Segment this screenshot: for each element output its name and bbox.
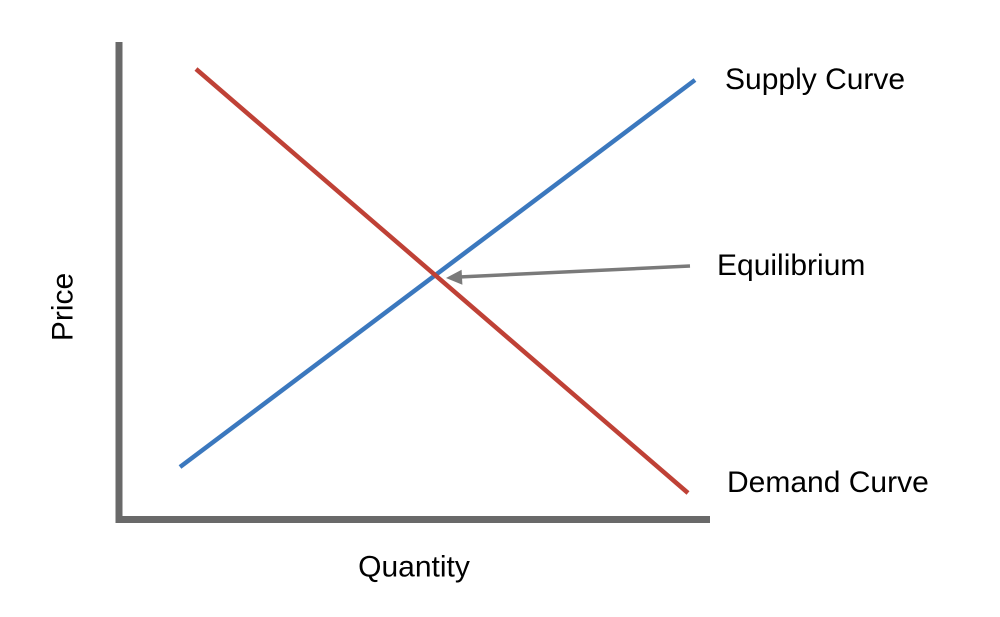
- x-axis-label: Quantity: [358, 550, 470, 584]
- demand-curve-line: [194, 67, 690, 495]
- supply-curve-label: Supply Curve: [725, 63, 906, 96]
- equilibrium-arrow-line: [458, 264, 691, 279]
- equilibrium-label: Equilibrium: [717, 249, 866, 282]
- demand-curve-label: Demand Curve: [727, 466, 929, 499]
- equilibrium-arrow-head-icon: [446, 269, 463, 285]
- supply-curve-line: [178, 78, 697, 469]
- y-axis-label: Price: [46, 272, 80, 342]
